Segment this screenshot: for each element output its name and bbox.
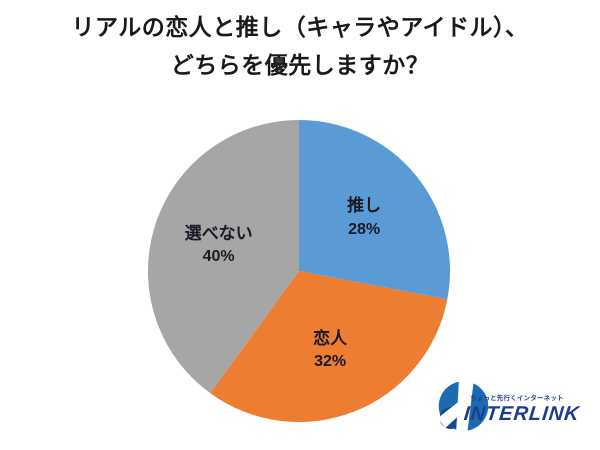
- pie-label-erabenai: 選べない 40%: [185, 221, 253, 269]
- logo-tagline: ちょっと先行くインターネット: [470, 395, 564, 402]
- pie-label-erabenai-name: 選べない: [184, 223, 253, 243]
- pie-label-erabenai-percent: 40%: [202, 248, 235, 266]
- pie-label-koibito: 恋人 32%: [313, 326, 347, 374]
- pie-label-oshi: 推し 28%: [347, 193, 381, 241]
- pie-slice-0: [299, 120, 451, 300]
- chart-title: リアルの恋人と推し（キャラやアイドル）、 どちらを優先しますか？: [0, 8, 600, 84]
- pie-label-koibito-name: 恋人: [313, 328, 348, 348]
- pie-slice-2: [147, 120, 299, 394]
- interlink-logo: ちょっと先行くインターネット INTERLINK: [436, 378, 592, 440]
- pie-label-oshi-percent: 28%: [348, 220, 381, 238]
- logo-brand-text: INTERLINK: [462, 403, 581, 425]
- chart-title-line1: リアルの恋人と推し（キャラやアイドル）、: [71, 14, 529, 40]
- pie-label-koibito-percent: 32%: [314, 353, 347, 371]
- pie-label-oshi-name: 推し: [347, 196, 382, 216]
- interlink-globe-icon: [437, 380, 489, 434]
- pie-slice-1: [210, 271, 448, 423]
- chart-title-line2: どちらを優先しますか？: [170, 52, 430, 78]
